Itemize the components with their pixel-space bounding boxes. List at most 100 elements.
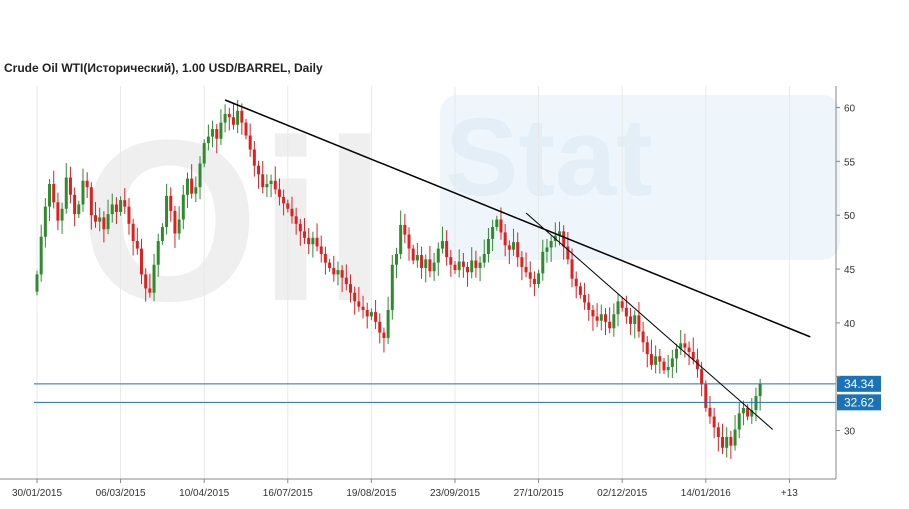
candle-body xyxy=(754,396,758,411)
candle-body xyxy=(123,200,127,207)
candle-body xyxy=(687,347,691,352)
candle-body xyxy=(612,314,616,329)
candle-body xyxy=(411,248,415,261)
candle-body xyxy=(449,257,453,265)
candle-body xyxy=(328,262,332,268)
candle-body xyxy=(574,278,578,287)
candle-body xyxy=(733,429,737,446)
candle-body xyxy=(637,315,641,332)
candle-body xyxy=(169,195,173,211)
candle-body xyxy=(679,343,683,349)
axes: 30/01/2015 06/03/2015 10/04/2015 16/07/2015… xyxy=(0,86,856,499)
price-level-label: 34.34 xyxy=(844,377,874,391)
candle-body xyxy=(641,331,645,343)
candle-body xyxy=(758,383,762,397)
x-tick-label: +13 xyxy=(781,488,798,499)
candle-body xyxy=(432,262,436,272)
candle-body xyxy=(273,180,277,190)
candle-body xyxy=(737,413,741,430)
candle-body xyxy=(491,227,495,239)
watermark-left: Oil xyxy=(80,92,387,349)
candle-body xyxy=(98,217,102,222)
candle-body xyxy=(298,223,302,232)
candle-body xyxy=(236,110,240,125)
candle-body xyxy=(110,204,114,215)
candle-body xyxy=(332,267,336,275)
candle-body xyxy=(474,260,478,268)
candle-body xyxy=(461,261,465,267)
candle-body xyxy=(440,241,444,249)
candle-body xyxy=(512,242,516,250)
candle-body xyxy=(524,266,528,273)
candle-body xyxy=(445,241,449,258)
x-tick-label: 27/10/2015 xyxy=(514,488,564,499)
candle-body xyxy=(81,180,85,205)
candle-body xyxy=(48,183,52,207)
candle-body xyxy=(549,241,553,248)
watermark-badge xyxy=(440,95,840,260)
candle-body xyxy=(457,261,461,271)
candle-body xyxy=(89,187,93,216)
candle-body xyxy=(528,272,532,279)
candle-body xyxy=(290,208,294,217)
candle-body xyxy=(562,231,566,247)
candle-body xyxy=(537,273,541,285)
candle-body xyxy=(131,223,135,242)
candle-body xyxy=(620,301,624,308)
candle-body xyxy=(545,247,549,252)
candle-body xyxy=(102,217,106,230)
candle-body xyxy=(725,437,729,448)
candle-body xyxy=(114,204,118,212)
candle-body xyxy=(503,232,507,246)
candle-body xyxy=(269,180,273,184)
candle-body xyxy=(453,264,457,271)
candle-body xyxy=(349,284,352,293)
candle-body xyxy=(39,236,43,275)
candle-body xyxy=(616,301,620,315)
candle-body xyxy=(286,203,290,209)
price-level-box xyxy=(837,375,881,392)
candle-body xyxy=(570,259,574,279)
candle-body xyxy=(495,219,499,228)
candle-body xyxy=(587,302,591,310)
candle-body xyxy=(215,129,219,139)
x-tick-label: 23/09/2015 xyxy=(430,488,480,499)
x-tick-label: 14/01/2016 xyxy=(681,488,731,499)
x-tick-label: 16/07/2015 xyxy=(263,488,313,499)
candle-body xyxy=(211,129,215,137)
candle-body xyxy=(424,259,428,268)
x-tick-label: 19/08/2015 xyxy=(346,488,396,499)
candle-body xyxy=(315,237,319,247)
candle-body xyxy=(478,262,482,268)
candle-body xyxy=(394,253,398,265)
candle-body xyxy=(181,194,185,220)
candle-body xyxy=(666,367,670,371)
candle-body xyxy=(307,237,311,245)
candle-body xyxy=(248,135,252,150)
x-tick-label: 30/01/2015 xyxy=(12,488,62,499)
candle-body xyxy=(399,224,403,254)
candle-body xyxy=(303,231,307,238)
candle-body xyxy=(194,187,198,194)
candle-body xyxy=(649,354,653,365)
chart-title: Crude Oil WTI(Исторический), 1.00 USD/BA… xyxy=(4,61,323,75)
candle-body xyxy=(340,270,344,278)
candle-body xyxy=(198,163,202,188)
candle-body xyxy=(73,194,77,215)
candle-body xyxy=(466,266,470,273)
candle-body xyxy=(704,384,708,408)
candle-body xyxy=(361,306,365,310)
candle-body xyxy=(741,407,745,414)
candle-body xyxy=(583,294,587,303)
candle-body xyxy=(482,253,486,263)
candle-body xyxy=(43,206,47,237)
candle-body xyxy=(578,286,582,295)
candle-body xyxy=(746,407,750,417)
candle-body xyxy=(257,165,261,175)
candle-body xyxy=(629,316,633,324)
candle-body xyxy=(240,110,244,123)
candle-body xyxy=(595,316,599,321)
candle-body xyxy=(729,437,733,446)
candle-body xyxy=(428,259,432,272)
